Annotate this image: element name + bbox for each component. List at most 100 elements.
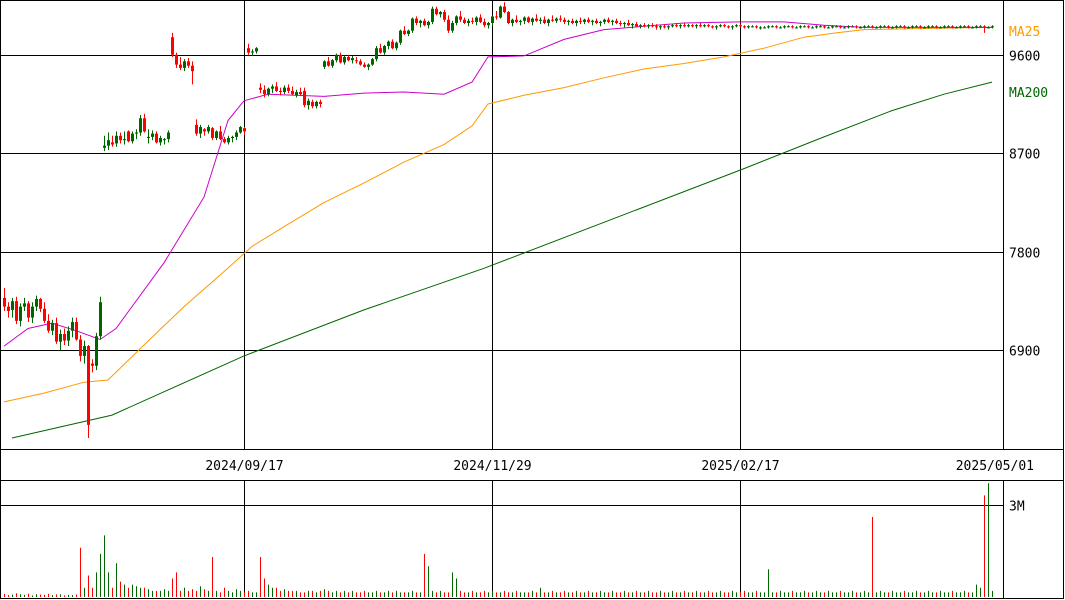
candle-body	[171, 37, 174, 55]
candle-body	[851, 26, 854, 28]
candle-body	[835, 26, 838, 28]
candle-body	[879, 26, 882, 28]
candle-body	[631, 24, 634, 26]
candle-body	[771, 26, 774, 28]
candle-body	[599, 21, 602, 23]
candle-body	[387, 41, 390, 46]
candle-body	[651, 25, 654, 27]
candle-body	[871, 26, 874, 28]
candle-body	[687, 25, 690, 27]
candle-body	[551, 19, 554, 21]
candle-body	[427, 21, 430, 26]
candle-body	[467, 20, 470, 23]
candle-body	[311, 101, 314, 107]
candle-body	[727, 26, 730, 28]
candle-body	[463, 19, 466, 23]
candle-body	[755, 26, 758, 28]
candle-body	[959, 26, 962, 28]
candle-body	[507, 12, 510, 23]
candle-body	[787, 26, 790, 28]
candle-body	[711, 26, 714, 28]
candle-body	[499, 6, 502, 18]
candle-body	[615, 20, 618, 23]
candle-body	[383, 45, 386, 53]
candle-body	[543, 19, 546, 23]
candle-body	[351, 58, 354, 61]
candle-body	[31, 306, 34, 318]
candle-body	[175, 54, 178, 65]
candle-body	[167, 132, 170, 140]
candle-body	[887, 26, 890, 28]
candle-body	[891, 27, 894, 29]
candle-body	[199, 127, 202, 134]
candle-body	[239, 127, 242, 133]
candle-body	[723, 25, 726, 27]
candle-body	[403, 30, 406, 34]
candle-body	[639, 25, 642, 27]
candle-body	[483, 21, 486, 26]
candle-body	[783, 26, 786, 28]
candle-body	[583, 19, 586, 22]
candle-body	[691, 25, 694, 27]
candle-body	[391, 41, 394, 49]
candle-body	[79, 339, 82, 356]
candle-body	[847, 26, 850, 28]
candle-body	[227, 137, 230, 143]
candle-body	[151, 133, 154, 137]
candle-body	[511, 19, 514, 23]
volume-panel	[0, 480, 1003, 597]
candle-body	[283, 87, 286, 92]
candle-body	[575, 20, 578, 23]
candle-body	[315, 101, 318, 107]
candle-body	[15, 301, 18, 321]
candle-body	[323, 61, 326, 67]
candle-body	[371, 59, 374, 65]
candle-body	[135, 132, 138, 134]
candle-body	[307, 100, 310, 106]
candle-body	[475, 17, 478, 22]
candle-body	[791, 26, 794, 28]
candle-body	[939, 27, 942, 29]
candle-body	[87, 346, 90, 425]
candle-body	[103, 145, 106, 148]
candle-body	[195, 124, 198, 134]
candle-body	[971, 27, 974, 29]
candle-body	[155, 133, 158, 143]
candle-body	[715, 26, 718, 28]
candle-body	[203, 129, 206, 132]
candle-body	[291, 90, 294, 95]
candle-body	[707, 25, 710, 27]
candle-body	[955, 27, 958, 29]
candle-body	[451, 22, 454, 31]
candle-body	[827, 27, 830, 29]
candle-body	[375, 48, 378, 60]
candle-body	[159, 137, 162, 143]
legend-ma25: MA25	[1009, 25, 1040, 40]
candle-body	[259, 87, 262, 90]
candle-body	[119, 135, 122, 141]
candle-body	[975, 26, 978, 28]
candle-body	[35, 298, 38, 307]
candle-body	[911, 26, 914, 28]
candle-body	[339, 54, 342, 63]
price-tick-label: 9600	[1009, 50, 1040, 65]
candle-body	[263, 89, 266, 95]
candle-body	[271, 86, 274, 89]
candle-body	[215, 131, 218, 138]
candle-body	[95, 336, 98, 366]
candle-body	[519, 20, 522, 22]
candle-body	[487, 22, 490, 26]
candle-body	[623, 22, 626, 25]
ma-line-ma5	[3, 21, 992, 347]
ma-line-ma200	[11, 81, 993, 439]
candle-body	[875, 27, 878, 29]
candle-body	[539, 19, 542, 21]
candle-body	[115, 135, 118, 144]
candle-body	[179, 64, 182, 68]
candle-body	[627, 22, 630, 26]
candle-body	[335, 54, 338, 61]
candle-body	[295, 91, 298, 96]
candle-body	[823, 26, 826, 28]
candle-body	[327, 61, 330, 66]
candle-body	[287, 87, 290, 91]
